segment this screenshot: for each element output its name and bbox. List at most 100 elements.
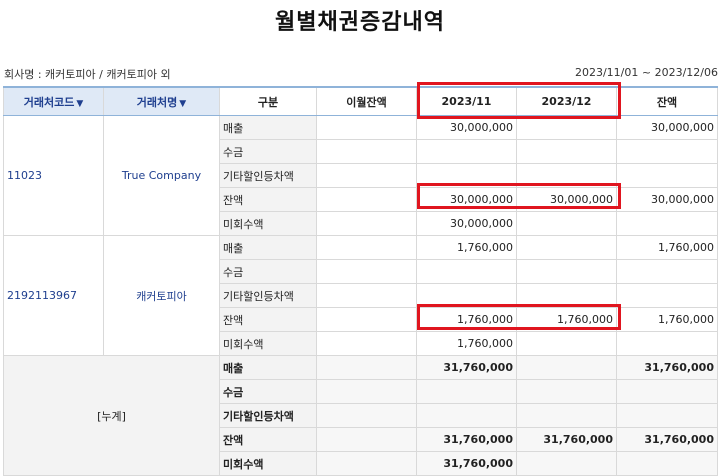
month-2-cell: [516, 163, 617, 188]
carryover-cell: [316, 307, 417, 332]
type-cell: 미회수액: [219, 451, 317, 476]
type-cell: 기타할인등차액: [219, 283, 317, 308]
table-row[interactable]: 수금: [4, 259, 718, 284]
column-header-month-2: 2023/12: [516, 86, 617, 116]
total-row[interactable]: 미회수액 31,760,000: [4, 451, 718, 476]
company-label: 회사명 : 캐커토피아 / 캐커토피아 외: [4, 68, 171, 81]
column-header-carryover: 이월잔액: [316, 86, 417, 116]
balance-cell: [616, 139, 718, 164]
month-2-cell: 30,000,000: [516, 187, 617, 212]
month-2-cell: [516, 379, 617, 404]
carryover-cell: [316, 355, 417, 380]
month-1-cell: [416, 403, 517, 428]
carryover-cell: [316, 403, 417, 428]
carryover-cell: [316, 163, 417, 188]
type-cell: 잔액: [219, 187, 317, 212]
balance-cell: [616, 211, 718, 236]
page-title: 월별채권증감내역: [275, 10, 445, 35]
type-cell: 기타할인등차액: [219, 403, 317, 428]
period-label: 2023/11/01 ~ 2023/12/06: [574, 66, 718, 79]
balance-cell: 31,760,000: [616, 355, 718, 380]
type-cell: 미회수액: [219, 331, 317, 356]
balance-cell: 30,000,000: [616, 187, 718, 212]
month-2-cell: [516, 115, 617, 140]
partner-code-cell[interactable]: 2192113967: [3, 235, 104, 356]
type-cell: 수금: [219, 139, 317, 164]
header-row: 거래처코드 ▼ 거래처명 ▼ 구분 이월잔액 2023/11 2023/12 잔액: [3, 86, 718, 116]
column-header-balance: 잔액: [616, 86, 718, 116]
carryover-cell: [316, 259, 417, 284]
balance-cell: [616, 403, 718, 428]
month-2-cell: [516, 403, 617, 428]
total-row[interactable]: 수금: [4, 379, 718, 404]
table-row[interactable]: 11023 True Company 매출 30,000,000 30,000,000: [3, 115, 718, 236]
balance-cell: [616, 283, 718, 308]
balance-cell: 1,760,000: [616, 235, 718, 260]
carryover-cell: [316, 115, 417, 140]
month-2-cell: [516, 451, 617, 476]
type-cell: 수금: [219, 259, 317, 284]
carryover-cell: [316, 427, 417, 452]
column-header-code-label: 거래처코드: [23, 95, 75, 109]
total-row[interactable]: 기타할인등차액: [4, 403, 718, 428]
carryover-cell: [316, 331, 417, 356]
sort-down-icon[interactable]: ▼: [76, 98, 84, 109]
partner-code-cell[interactable]: 11023: [3, 115, 104, 236]
carryover-cell: [316, 187, 417, 212]
partner-name-cell[interactable]: 캐커토피아: [103, 235, 220, 356]
month-2-cell: [516, 355, 617, 380]
month-2-cell: [516, 211, 617, 236]
type-cell: 매출: [219, 115, 317, 140]
month-1-cell: [416, 163, 517, 188]
total-row[interactable]: [누계] 매출 31,760,000 31,760,000: [3, 355, 718, 476]
month-1-cell: 31,760,000: [416, 451, 517, 476]
month-1-cell: 30,000,000: [416, 211, 517, 236]
month-2-cell: 1,760,000: [516, 307, 617, 332]
column-header-name-label: 거래처명: [136, 95, 178, 109]
type-cell: 매출: [219, 235, 317, 260]
month-2-cell: [516, 139, 617, 164]
table-row[interactable]: 미회수액 30,000,000: [4, 211, 718, 236]
balance-cell: 31,760,000: [616, 427, 718, 452]
carryover-cell: [316, 379, 417, 404]
month-2-cell: [516, 259, 617, 284]
column-header-name[interactable]: 거래처명 ▼: [103, 86, 220, 116]
balance-cell: [616, 451, 718, 476]
month-2-cell: 31,760,000: [516, 427, 617, 452]
month-1-cell: 1,760,000: [416, 307, 517, 332]
month-2-cell: [516, 283, 617, 308]
column-header-code[interactable]: 거래처코드 ▼: [3, 86, 104, 116]
month-1-cell: [416, 379, 517, 404]
table-body: 11023 True Company 매출 30,000,000 30,000,000 수…: [3, 115, 718, 476]
carryover-cell: [316, 139, 417, 164]
type-cell: 잔액: [219, 307, 317, 332]
type-cell: 미회수액: [219, 211, 317, 236]
type-cell: 수금: [219, 379, 317, 404]
month-1-cell: 1,760,000: [416, 235, 517, 260]
month-1-cell: [416, 139, 517, 164]
month-2-cell: [516, 331, 617, 356]
sort-down-icon[interactable]: ▼: [179, 98, 187, 109]
balance-cell: 1,760,000: [616, 307, 718, 332]
month-1-cell: 30,000,000: [416, 187, 517, 212]
column-header-month-1: 2023/11: [416, 86, 517, 116]
table-row[interactable]: 2192113967 캐커토피아 매출 1,760,000 1,760,000: [3, 235, 718, 356]
month-2-cell: [516, 235, 617, 260]
balance-cell: [616, 163, 718, 188]
month-1-cell: [416, 283, 517, 308]
balance-cell: [616, 379, 718, 404]
carryover-cell: [316, 451, 417, 476]
month-1-cell: 31,760,000: [416, 427, 517, 452]
month-1-cell: 31,760,000: [416, 355, 517, 380]
carryover-cell: [316, 235, 417, 260]
carryover-cell: [316, 211, 417, 236]
column-header-type: 구분: [219, 86, 317, 116]
balance-cell: 30,000,000: [616, 115, 718, 140]
balance-cell: [616, 259, 718, 284]
partner-name-cell[interactable]: True Company: [103, 115, 220, 236]
month-1-cell: 1,760,000: [416, 331, 517, 356]
total-label-cell: [누계]: [3, 355, 220, 476]
receivables-table: 거래처코드 ▼ 거래처명 ▼ 구분 이월잔액 2023/11 2023/12 잔액 …: [3, 86, 718, 476]
month-1-cell: [416, 259, 517, 284]
balance-cell: [616, 331, 718, 356]
